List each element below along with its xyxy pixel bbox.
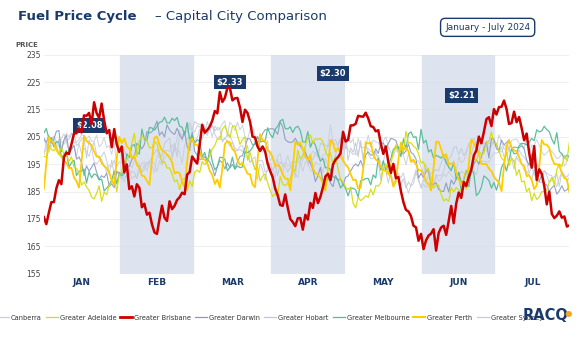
Text: RACQ: RACQ: [523, 308, 569, 323]
Text: – Capital City Comparison: – Capital City Comparison: [155, 10, 326, 23]
Text: $2.30: $2.30: [320, 69, 346, 78]
Text: $2.08: $2.08: [76, 121, 102, 130]
Text: $2.33: $2.33: [217, 78, 243, 87]
Text: PRICE: PRICE: [15, 42, 38, 48]
Text: •: •: [562, 307, 574, 325]
Bar: [270, 55, 346, 274]
Text: Fuel Price Cycle: Fuel Price Cycle: [18, 10, 136, 23]
Legend: Canberra, Greater Adelaide, Greater Brisbane, Greater Darwin, Greater Hobart, Gr: Canberra, Greater Adelaide, Greater Bris…: [0, 312, 545, 323]
Text: $2.21: $2.21: [448, 91, 475, 100]
Bar: [421, 55, 496, 274]
Bar: [119, 55, 194, 274]
Text: January - July 2024: January - July 2024: [445, 23, 530, 32]
